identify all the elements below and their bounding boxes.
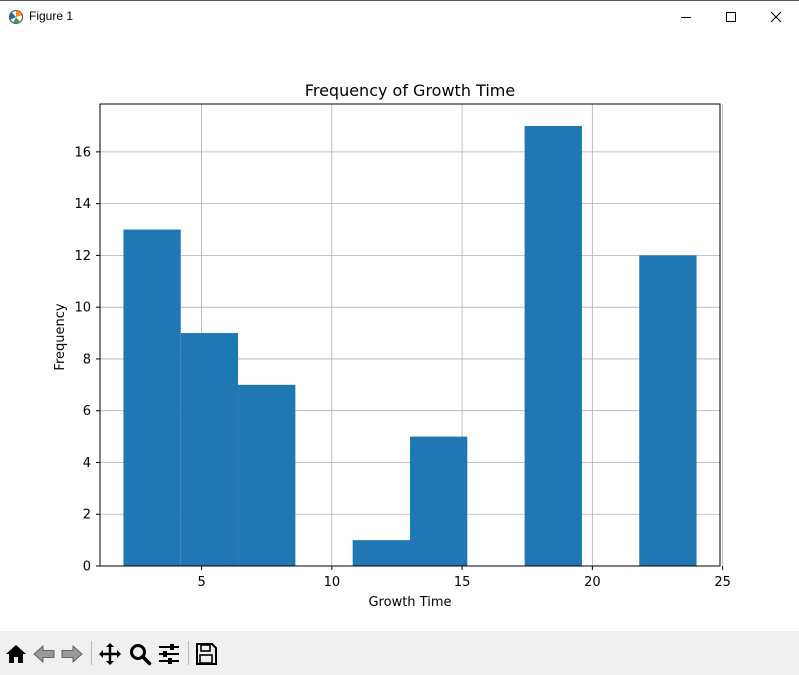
x-axis-ticks: 5 10 15 20 25 bbox=[197, 566, 731, 590]
window-title: Figure 1 bbox=[29, 9, 74, 23]
configure-subplots-icon bbox=[159, 644, 179, 664]
y-tick-label: 0 bbox=[83, 560, 91, 575]
histogram-bar bbox=[123, 229, 181, 566]
save-button[interactable] bbox=[192, 640, 220, 668]
histogram-chart: 5 10 15 20 25 0 2 4 6 8 10 12 14 16 Frequency of Gro… bbox=[53, 81, 731, 610]
y-tick-label: 10 bbox=[74, 301, 91, 316]
y-tick-label: 16 bbox=[74, 145, 91, 160]
navigation-toolbar bbox=[0, 631, 799, 675]
zoom-icon bbox=[130, 644, 152, 666]
y-tick-label: 12 bbox=[74, 249, 91, 264]
pan-icon bbox=[99, 643, 121, 665]
x-tick-label: 15 bbox=[454, 575, 471, 590]
histogram-bar bbox=[352, 540, 410, 566]
configure-subplots-button[interactable] bbox=[155, 640, 183, 668]
y-tick-label: 6 bbox=[83, 404, 91, 419]
pan-button[interactable] bbox=[96, 640, 124, 668]
maximize-icon bbox=[726, 11, 736, 22]
close-icon bbox=[770, 11, 782, 22]
home-icon bbox=[6, 645, 26, 663]
matplotlib-figure-icon bbox=[8, 9, 24, 25]
y-tick-label: 2 bbox=[83, 508, 91, 523]
home-button[interactable] bbox=[2, 640, 30, 668]
chart-title: Frequency of Growth Time bbox=[305, 81, 515, 100]
toolbar-separator bbox=[91, 641, 92, 665]
histogram-bars bbox=[123, 126, 697, 567]
histogram-bar bbox=[180, 333, 239, 566]
back-icon bbox=[33, 645, 55, 663]
back-button[interactable] bbox=[30, 640, 58, 668]
histogram-bar bbox=[639, 255, 697, 567]
toolbar-separator bbox=[188, 641, 189, 665]
axes-frame bbox=[99, 103, 721, 567]
x-tick-label: 10 bbox=[324, 575, 341, 590]
forward-icon bbox=[61, 645, 83, 663]
histogram-bar bbox=[238, 384, 296, 566]
y-tick-label: 4 bbox=[83, 456, 91, 471]
save-icon bbox=[196, 643, 217, 665]
figure-canvas[interactable]: 5 10 15 20 25 0 2 4 6 8 10 12 14 16 Frequency of Gro… bbox=[0, 32, 799, 631]
minimize-button[interactable] bbox=[663, 1, 709, 32]
x-tick-label: 25 bbox=[714, 575, 731, 590]
x-tick-label: 5 bbox=[197, 575, 205, 590]
histogram-bar bbox=[410, 436, 468, 566]
y-tick-label: 8 bbox=[83, 352, 91, 367]
close-button[interactable] bbox=[753, 1, 799, 32]
minimize-icon bbox=[681, 16, 691, 18]
x-axis-label: Growth Time bbox=[368, 595, 451, 610]
maximize-button[interactable] bbox=[708, 1, 754, 32]
forward-button[interactable] bbox=[58, 640, 86, 668]
x-tick-label: 20 bbox=[584, 575, 601, 590]
y-tick-label: 14 bbox=[74, 197, 91, 212]
window-titlebar: Figure 1 bbox=[0, 0, 799, 32]
y-axis-ticks: 0 2 4 6 8 10 12 14 16 bbox=[74, 145, 100, 575]
zoom-button[interactable] bbox=[126, 640, 154, 668]
y-axis-label: Frequency bbox=[53, 303, 68, 370]
histogram-bar bbox=[524, 126, 582, 566]
